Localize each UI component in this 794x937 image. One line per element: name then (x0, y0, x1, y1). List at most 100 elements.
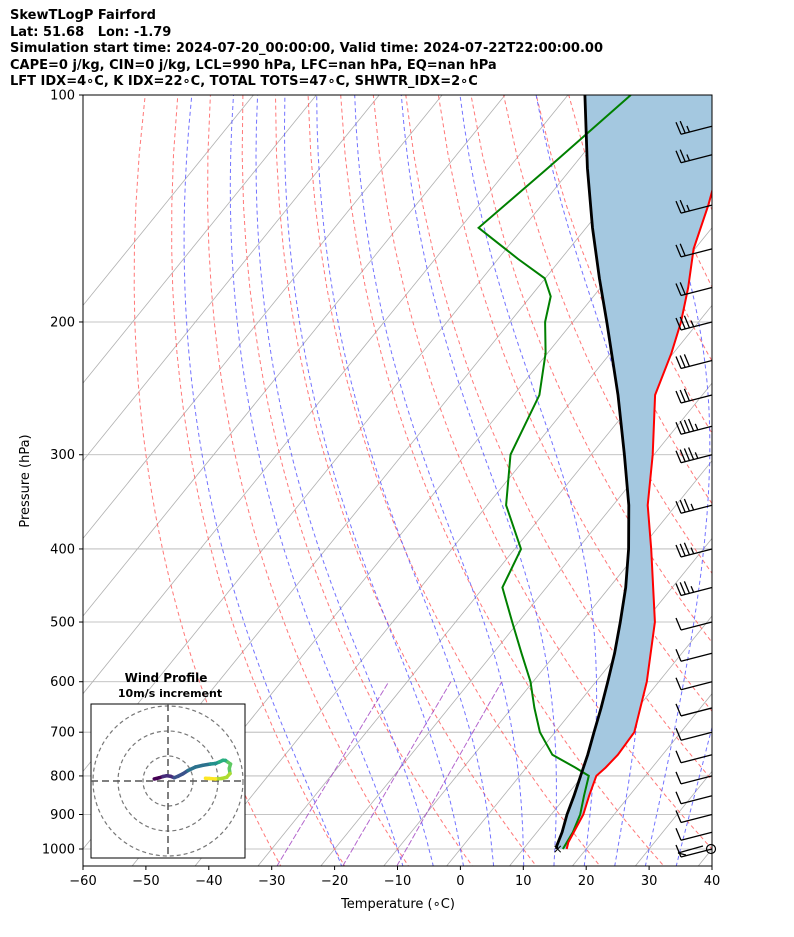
dry-adiabat (307, 95, 601, 866)
x-tick-label: −40 (195, 874, 222, 889)
wind-barbs (675, 120, 717, 858)
dry-adiabat (732, 95, 794, 880)
dry-adiabat (698, 95, 712, 129)
x-tick-label: −10 (384, 874, 411, 889)
x-tick-label: −20 (321, 874, 348, 889)
y-axis-label: Pressure (hPa) (18, 434, 33, 527)
isotherm-line (750, 60, 794, 880)
wind-barb (675, 827, 713, 841)
cape-line: CAPE=0 j/kg, CIN=0 j/kg, LCL=990 hPa, LF… (10, 57, 497, 73)
wind-barb (675, 149, 713, 164)
chart-title: SkewTLogP Fairford (10, 8, 156, 23)
dry-adiabat (207, 95, 410, 866)
moist-adiabat (316, 95, 495, 866)
isotherm-line (83, 95, 506, 617)
wind-barb (675, 727, 713, 741)
index-line: LFT IDX=4∘C, K IDX=22∘C, TOTAL TOTS=47∘C… (10, 74, 478, 89)
y-tick-label: 600 (50, 675, 75, 690)
y-tick-label: 100 (50, 89, 75, 104)
dry-adiabat (764, 95, 794, 880)
y-tick-label: 500 (50, 616, 75, 631)
wind-barb (675, 199, 713, 214)
wind-profile-inset: Wind Profile 10m/s increment (90, 671, 246, 859)
inset-subtitle: 10m/s increment (118, 687, 222, 700)
parcel-line (555, 95, 631, 850)
wind-barb (675, 581, 713, 597)
isotherm-line (83, 95, 380, 462)
dry-adiabat (241, 95, 473, 866)
y-tick-label: 400 (50, 542, 75, 557)
wind-barb (675, 677, 713, 691)
profiles: × (477, 95, 712, 856)
mixing-ratio-line (276, 681, 390, 866)
wind-barb (675, 418, 713, 435)
isotherm-line (257, 304, 712, 866)
x-tick-label: −30 (258, 874, 285, 889)
moist-adiabat (229, 95, 404, 866)
wind-barb (675, 388, 713, 404)
moist-adiabat (400, 95, 557, 866)
wind-barb (675, 542, 713, 558)
wind-barb (675, 315, 713, 331)
x-tick-label: 30 (641, 874, 658, 889)
isotherm-line (194, 227, 712, 866)
y-tick-label: 700 (50, 726, 75, 741)
x-axis-label: Temperature (∘C) (340, 897, 455, 912)
wind-barb (675, 617, 713, 631)
time-line: Simulation start time: 2024-07-20_00:00:… (10, 41, 603, 56)
isotherm-line (83, 95, 254, 307)
wind-barb (675, 498, 713, 514)
dry-adiabat (133, 95, 282, 866)
dry-adiabat (340, 95, 665, 866)
location-line: Lat: 51.68 Lon: -1.79 (10, 24, 172, 40)
mixing-ratio-line (342, 681, 452, 866)
y-tick-label: 800 (50, 769, 75, 784)
y-tick-label: 900 (50, 808, 75, 823)
surface-barb (677, 845, 704, 854)
wind-barb (675, 703, 713, 717)
inset-title: Wind Profile (125, 671, 208, 685)
x-tick-label: 40 (704, 874, 721, 889)
wind-barb (675, 282, 713, 297)
wind-barb (675, 120, 713, 135)
moist-adiabat (183, 95, 343, 866)
wind-barb (675, 447, 713, 464)
dry-adiabat (171, 95, 346, 866)
x-tick-label: 20 (578, 874, 595, 889)
y-tick-label: 200 (50, 315, 75, 330)
isotherm-line (83, 95, 569, 695)
wind-barb (675, 791, 713, 805)
axes: −60 −50 −40 −30 −20 −10 0 10 20 30 40 100 200 300 400 5… (42, 89, 720, 890)
dry-adiabat (372, 95, 712, 850)
lcl-marker: × (553, 842, 563, 856)
wind-barb (675, 354, 713, 370)
dry-adiabat (437, 95, 712, 712)
isotherm-line (320, 382, 712, 866)
y-tick-label: 1000 (42, 843, 75, 858)
x-tick-label: −60 (69, 874, 96, 889)
isotherm-line (571, 693, 712, 866)
x-tick-label: −50 (132, 874, 159, 889)
calm-circle (705, 843, 717, 855)
wind-barb (675, 243, 713, 258)
isotherm-line (83, 95, 317, 384)
moist-adiabat (636, 95, 711, 866)
x-tick-label: 10 (515, 874, 532, 889)
dry-adiabat (275, 95, 537, 866)
isotherm-line (83, 95, 443, 540)
wind-barb (675, 750, 713, 764)
wind-barb (675, 648, 713, 662)
cape-fill (556, 95, 712, 849)
isotherm-line (383, 460, 712, 866)
mixing-ratio-line (396, 681, 503, 866)
wind-barb (675, 810, 713, 824)
chart-header: SkewTLogP Fairford Lat: 51.68 Lon: -1.79… (10, 8, 603, 91)
background-lines (83, 60, 794, 880)
surface-barb-tick (677, 852, 687, 856)
moist-adiabat (459, 95, 598, 866)
y-tick-label: 300 (50, 448, 75, 463)
cape-area (556, 95, 712, 849)
temperature-line (565, 187, 712, 850)
x-tick-label: 0 (456, 874, 464, 889)
